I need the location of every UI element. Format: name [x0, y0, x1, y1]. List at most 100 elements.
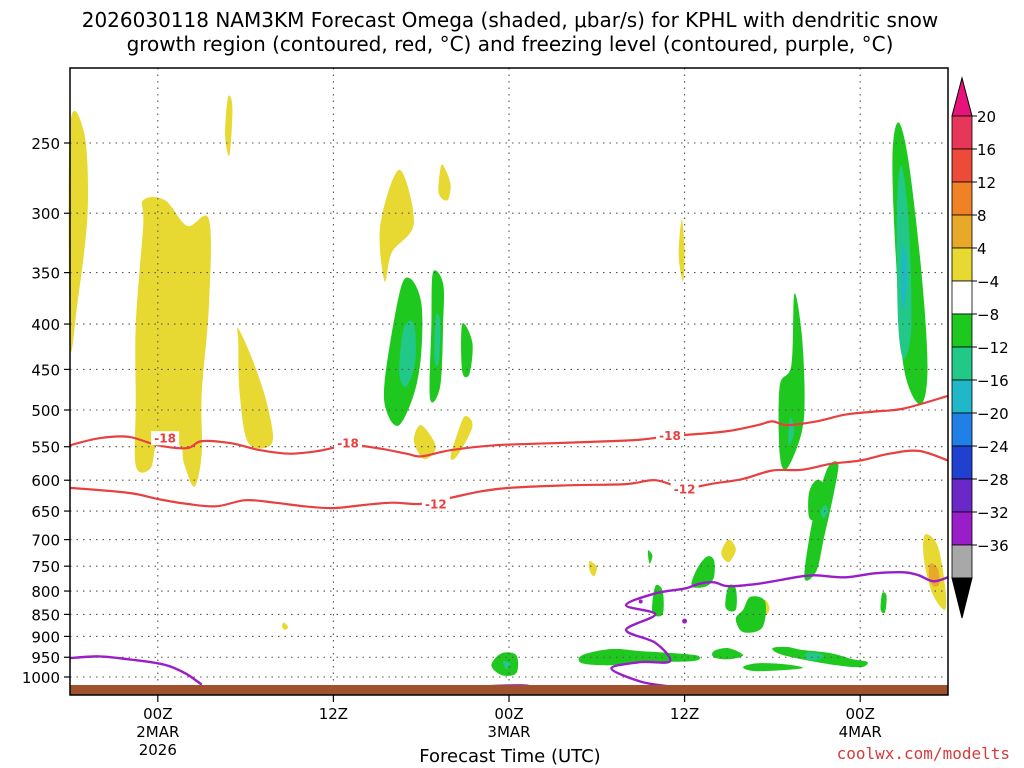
colorbar-label-10: −24	[977, 438, 1009, 456]
colorbar-label-8: −16	[977, 372, 1009, 390]
colorbar-label-0: 20	[977, 108, 996, 126]
omega-region-1	[134, 196, 211, 487]
dgz-label-0-2: -18	[659, 429, 681, 443]
omega-region-29	[647, 550, 653, 564]
y-tick-label-450: 450	[31, 361, 60, 379]
omega-region-40	[808, 479, 824, 521]
omega-region-6	[413, 425, 436, 460]
credit-link[interactable]: coolwx.com/modelts	[837, 744, 1010, 763]
x-tick-label-0-0: 00Z	[143, 705, 172, 723]
omega-region-36	[743, 663, 803, 672]
omega-region-9	[588, 560, 597, 577]
chart-title-line1: 2026030118 NAM3KM Forecast Omega (shaded…	[82, 8, 939, 32]
y-tick-label-350: 350	[31, 265, 60, 283]
omega-region-26	[804, 461, 839, 581]
colorbar-swatch-7	[951, 346, 973, 381]
y-tick-label-400: 400	[31, 316, 60, 334]
y-tick-label-500: 500	[31, 402, 60, 420]
colorbar-label-6: −8	[977, 306, 999, 324]
colorbar-label-9: −20	[977, 405, 1009, 423]
dgz-label-bg-0-2	[655, 428, 684, 443]
omega-region-17	[399, 321, 416, 387]
x-tick-label-36-0: 12Z	[670, 705, 699, 723]
dgz-contour--18	[69, 394, 949, 458]
colorbar-swatch-10	[951, 445, 973, 480]
freezing-level-segment-0	[69, 655, 203, 686]
omega-region-25	[901, 243, 908, 310]
dendritic-growth-contours: -18 -18 -18 -12 -12	[69, 394, 949, 511]
dgz-label-1-1: -12	[674, 483, 696, 497]
omega-region-8	[678, 219, 685, 282]
omega-region-19	[434, 313, 441, 367]
omega-region-0	[68, 110, 89, 353]
omega-region-41	[880, 592, 887, 614]
x-tick-label-24-0: 00Z	[494, 705, 523, 723]
omega-region-33	[712, 648, 744, 660]
freezing-level-segment-2	[610, 571, 949, 688]
surface-layer	[70, 685, 948, 695]
dgz-label-bg-1-0	[421, 496, 450, 511]
colorbar-swatch-2	[951, 181, 973, 216]
colorbar-label-4: 4	[977, 240, 987, 258]
y-tick-label-850: 850	[31, 606, 60, 624]
omega-region-2	[225, 95, 233, 156]
y-tick-label-550: 550	[31, 439, 60, 457]
plot-frame	[69, 67, 949, 696]
colorbar-swatch-3	[951, 214, 973, 249]
y-tick-label-650: 650	[31, 503, 60, 521]
omega-shading-layer	[68, 95, 947, 676]
colorbar-swatch-11	[951, 478, 973, 513]
colorbar-label-2: 12	[977, 174, 996, 192]
y-axis-ticks: 250 300 350 400 450 500 550 600 650 700 750 800 850 9…	[22, 135, 70, 687]
colorbar-swatch-5	[951, 280, 973, 315]
colorbar-swatch-13	[951, 544, 973, 579]
x-tick-label-0-2: 2026	[139, 741, 177, 759]
y-tick-label-300: 300	[31, 205, 60, 223]
freezing-level-dot-b	[682, 618, 688, 624]
colorbar-swatch-0	[951, 115, 973, 150]
dgz-label-bg-0-0	[151, 431, 180, 446]
y-tick-label-950: 950	[31, 649, 60, 667]
dgz-label-1-0: -12	[425, 497, 447, 511]
dgz-label-0-0: -18	[154, 432, 176, 446]
dgz-label-0-1: -18	[337, 437, 359, 451]
y-tick-label-250: 250	[31, 135, 60, 153]
colorbar-label-5: −4	[977, 273, 999, 291]
dgz-contour--12	[69, 449, 949, 510]
colorbar-label-1: 16	[977, 141, 996, 159]
chart-title-line2: growth region (contoured, red, °C) and f…	[127, 32, 894, 56]
x-tick-label-48-0: 00Z	[846, 705, 875, 723]
omega-region-11	[721, 539, 736, 563]
y-tick-label-750: 750	[31, 558, 60, 576]
x-tick-label-24-1: 3MAR	[487, 723, 530, 741]
colorbar-swatch-12	[951, 511, 973, 546]
dgz-label-bg-0-1	[334, 436, 363, 451]
omega-region-28	[691, 556, 715, 588]
omega-region-35	[804, 652, 824, 661]
colorbar-swatch-4	[951, 247, 973, 282]
colorbar-swatch-9	[951, 412, 973, 447]
x-tick-label-0-1: 2MAR	[136, 723, 179, 741]
colorbar-label-11: −28	[977, 471, 1009, 489]
omega-region-12	[282, 622, 289, 630]
omega-region-3	[237, 328, 274, 449]
colorbar-label-7: −12	[977, 339, 1009, 357]
y-tick-label-600: 600	[31, 472, 60, 490]
grid-lines	[70, 68, 948, 695]
colorbar-label-12: −32	[977, 504, 1009, 522]
x-axis-title: Forecast Time (UTC)	[419, 746, 600, 767]
colorbar-swatch-8	[951, 379, 973, 414]
omega-region-30	[735, 596, 766, 633]
y-tick-label-800: 800	[31, 583, 60, 601]
colorbar-label-13: −36	[977, 537, 1009, 555]
colorbar-swatch-1	[951, 148, 973, 183]
colorbar-bottom-arrow	[951, 577, 973, 619]
colorbar-top-arrow	[951, 76, 973, 117]
omega-region-20	[461, 323, 473, 378]
y-tick-label-700: 700	[31, 532, 60, 550]
y-tick-label-1000: 1000	[22, 669, 60, 687]
omega-region-5	[438, 164, 451, 201]
colorbar-swatch-6	[951, 313, 973, 348]
